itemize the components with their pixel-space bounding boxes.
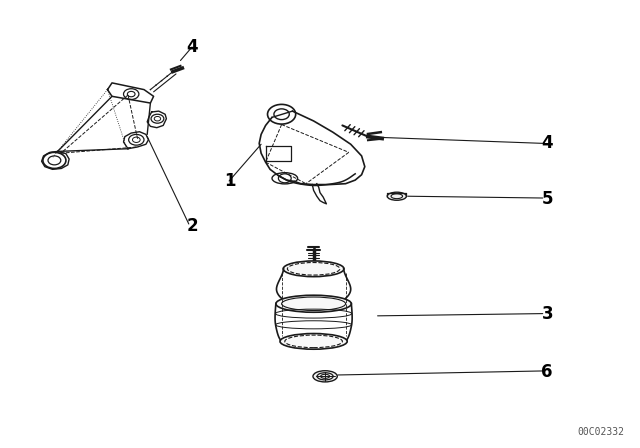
- Text: 5: 5: [541, 190, 553, 208]
- Text: 6: 6: [541, 363, 553, 381]
- Ellipse shape: [313, 371, 337, 382]
- Text: 2: 2: [186, 217, 198, 235]
- Ellipse shape: [284, 261, 344, 277]
- Ellipse shape: [276, 295, 351, 312]
- Text: 4: 4: [186, 38, 198, 56]
- Ellipse shape: [280, 333, 348, 349]
- Text: 4: 4: [541, 134, 553, 152]
- Text: 3: 3: [541, 305, 553, 323]
- Circle shape: [268, 104, 296, 124]
- Ellipse shape: [387, 192, 406, 200]
- Text: 00C02332: 00C02332: [577, 427, 624, 437]
- Text: 1: 1: [225, 172, 236, 190]
